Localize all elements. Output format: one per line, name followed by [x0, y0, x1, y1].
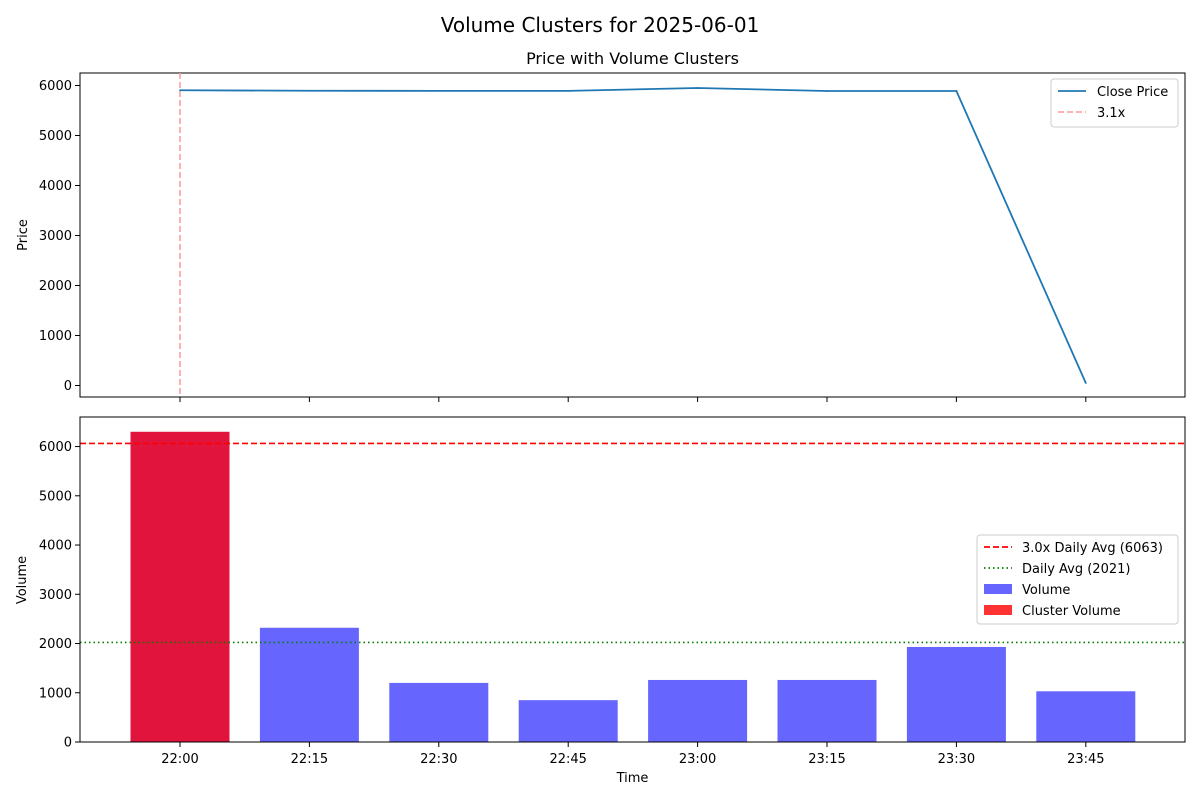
- price-y-tick-label: 4000: [39, 179, 72, 194]
- close-price-point: [696, 87, 699, 89]
- price-y-tick-label: 6000: [39, 79, 72, 94]
- price-y-tick-label: 5000: [39, 129, 72, 144]
- volume-plot-area: [79, 416, 1186, 743]
- legend-swatch-volume: [984, 584, 1012, 594]
- price-y-tick-label: 3000: [39, 229, 72, 244]
- volume-bar: [389, 682, 489, 742]
- close-price-line: [179, 87, 1087, 384]
- close-price-point: [437, 89, 440, 92]
- close-price-point: [826, 90, 828, 92]
- volume-x-tick-label: 23:15: [808, 752, 845, 767]
- volume-x-tick-label: 23:45: [1067, 752, 1104, 767]
- figure-title: Volume Clusters for 2025-06-01: [441, 13, 760, 37]
- volume-bar: [259, 627, 359, 742]
- price-legend: Close Price 3.1x: [1050, 78, 1179, 128]
- legend-3x-avg: 3.0x Daily Avg (6063): [1022, 541, 1163, 556]
- close-price-point: [179, 89, 181, 92]
- cluster-volume-bar: [130, 431, 230, 742]
- close-price-point: [567, 89, 570, 92]
- volume-y-tick-label: 3000: [39, 588, 72, 603]
- volume-y-tick-label: 4000: [39, 539, 72, 554]
- price-y-tick-label: 0: [64, 379, 72, 394]
- close-price-point: [1084, 382, 1087, 384]
- legend-swatch-cluster-volume: [984, 605, 1012, 615]
- legend-marker-label: 3.1x: [1097, 106, 1126, 121]
- legend-cluster-volume: Cluster Volume: [1022, 604, 1121, 619]
- volume-legend: 3.0x Daily Avg (6063) Daily Avg (2021) V…: [976, 534, 1179, 625]
- volume-x-tick-label: 23:30: [938, 752, 975, 767]
- volume-bar: [777, 679, 877, 742]
- close-price-point: [955, 90, 958, 92]
- volume-y-tick-label: 1000: [39, 686, 72, 701]
- volume-x-label: Time: [616, 771, 649, 786]
- price-y-tick-label: 2000: [39, 279, 72, 294]
- volume-x-tick-label: 23:00: [679, 752, 716, 767]
- volume-bar: [648, 679, 748, 742]
- volume-y-label: Volume: [15, 556, 30, 604]
- volume-x-tick-label: 22:45: [549, 752, 586, 767]
- close-price-point: [308, 89, 311, 92]
- price-y-tick-label: 1000: [39, 329, 72, 344]
- volume-legend-box: [976, 534, 1179, 625]
- volume-y-tick-label: 2000: [39, 637, 72, 652]
- volume-bar: [1036, 691, 1136, 742]
- volume-panel: 0 1000 2000 3000 4000 5000 6000 22:00 22:15 22:3…: [15, 416, 1186, 786]
- volume-y-tick-label: 6000: [39, 440, 72, 455]
- volume-bar: [906, 646, 1006, 742]
- volume-x-tick-label: 22:00: [161, 752, 198, 767]
- price-y-label: Price: [16, 219, 31, 251]
- price-panel-title: Price with Volume Clusters: [526, 49, 739, 68]
- volume-x-tick-label: 22:15: [291, 752, 328, 767]
- legend-close-price: Close Price: [1097, 85, 1168, 100]
- volume-y-tick-label: 0: [64, 736, 72, 751]
- legend-daily-avg: Daily Avg (2021): [1022, 562, 1130, 577]
- volume-bar: [518, 700, 618, 742]
- volume-y-tick-label: 5000: [39, 489, 72, 504]
- legend-volume: Volume: [1022, 583, 1070, 598]
- volume-x-tick-label: 22:30: [420, 752, 457, 767]
- price-panel: Price with Volume Clusters 0 1000 2000 3000…: [16, 49, 1186, 402]
